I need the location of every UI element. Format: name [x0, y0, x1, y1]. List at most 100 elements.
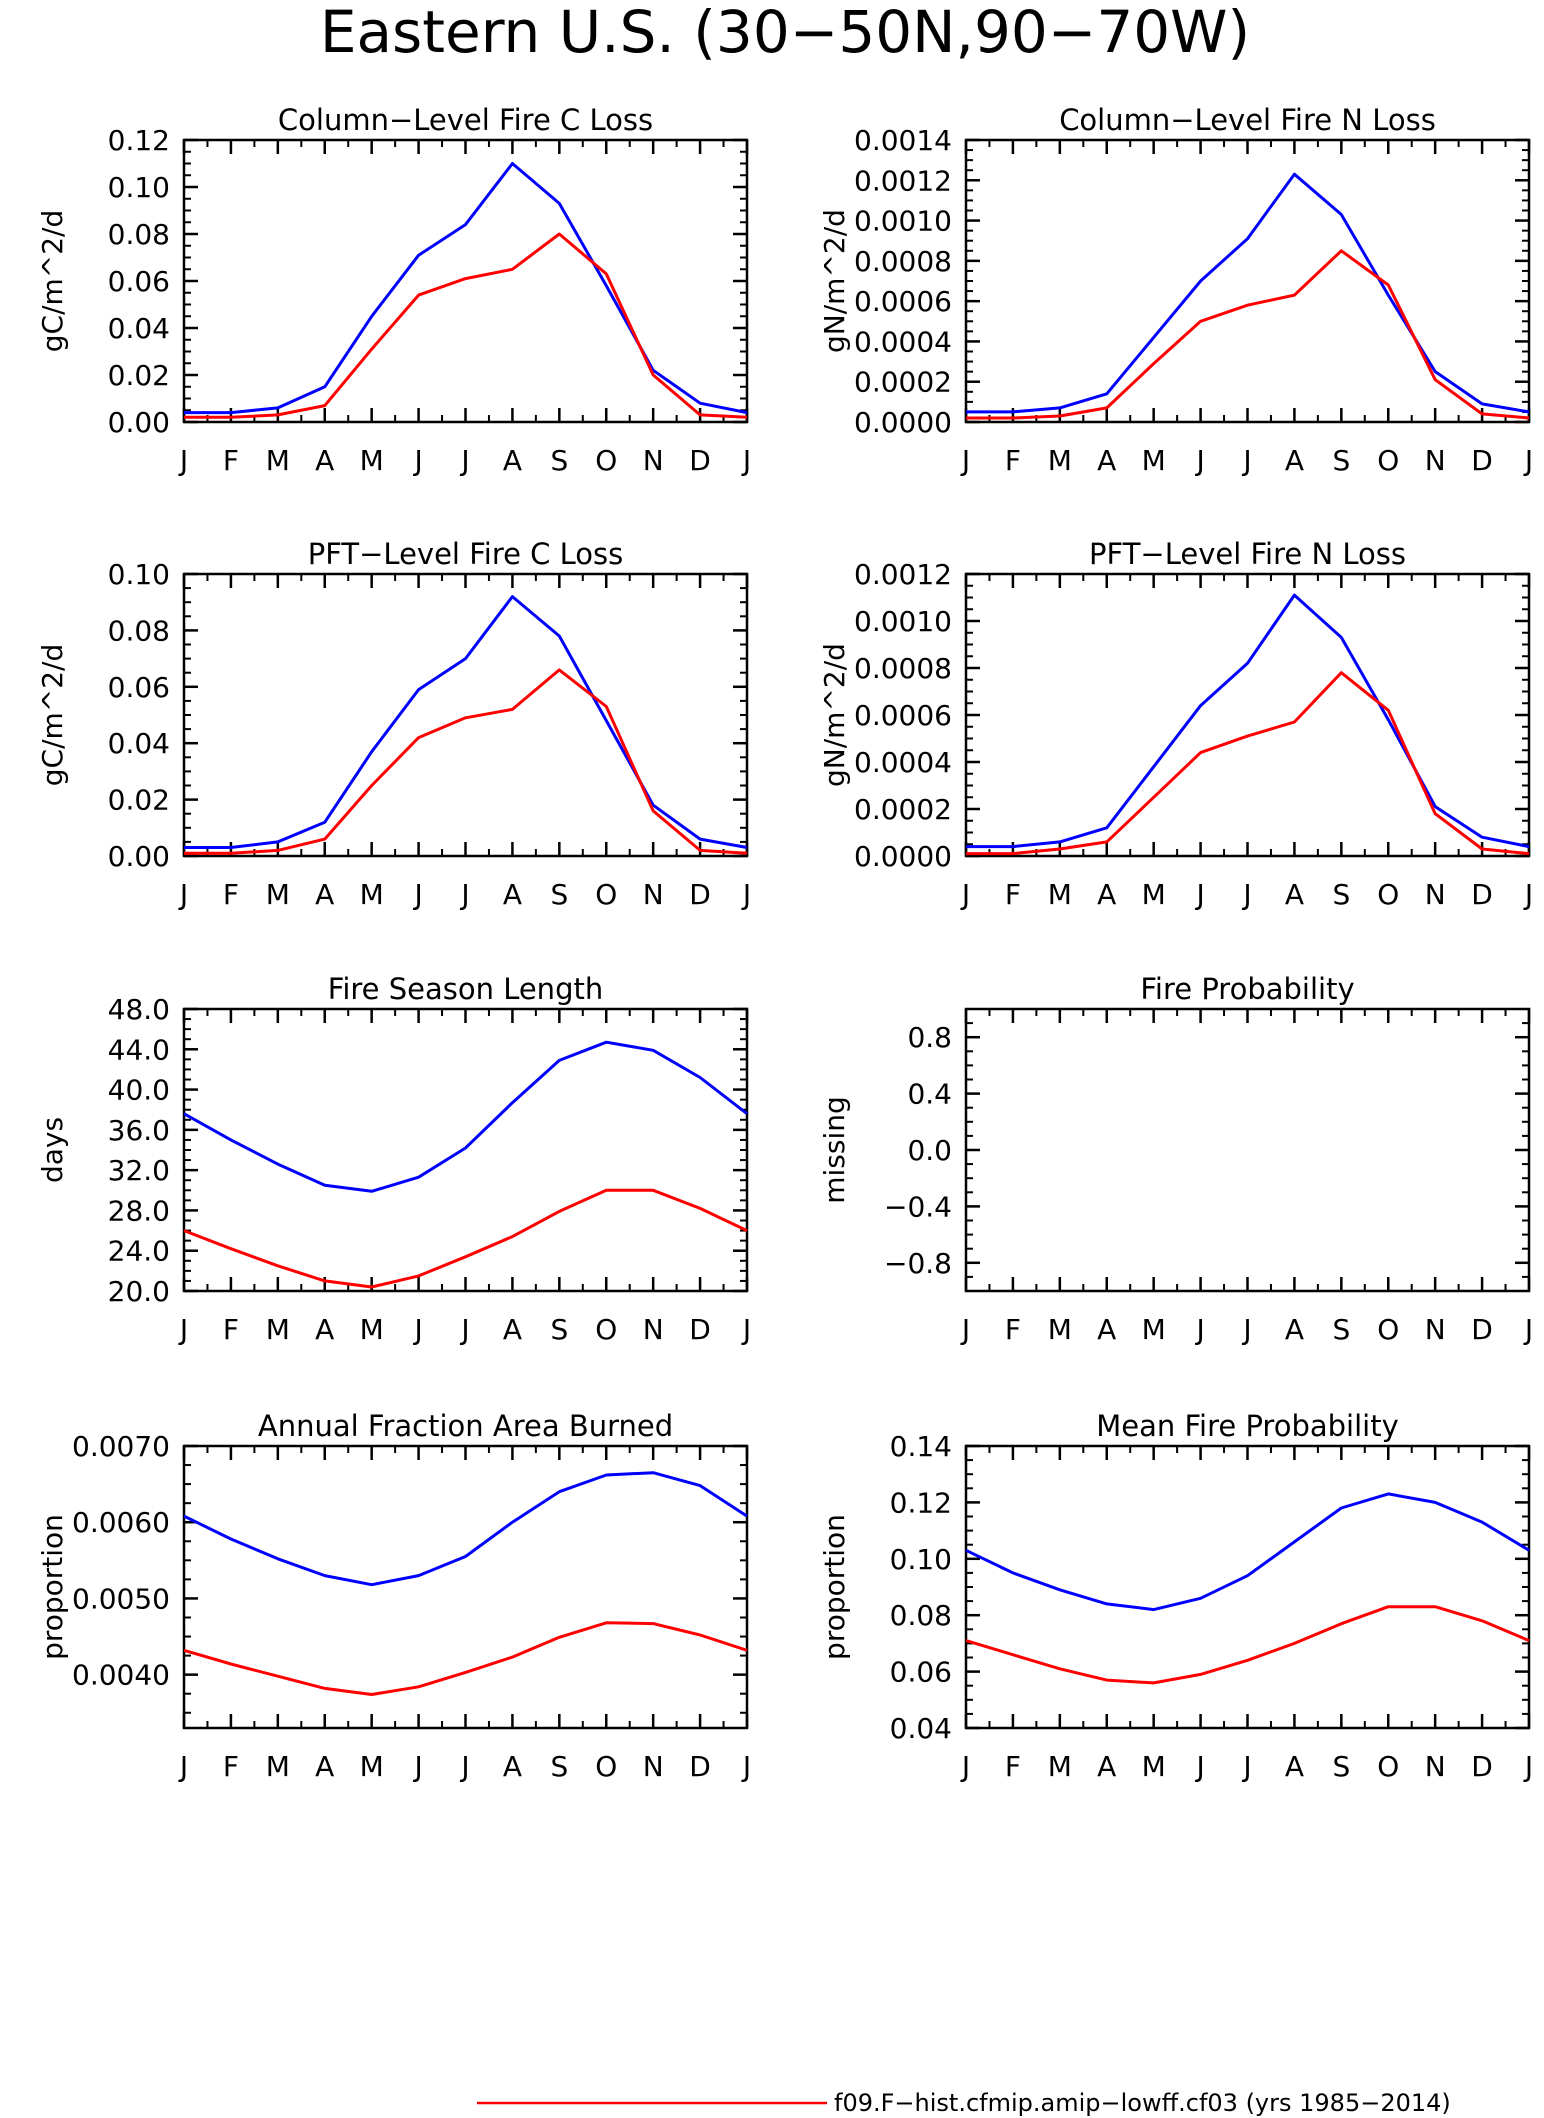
- y-tick-label: 0.04: [890, 1712, 952, 1745]
- x-tick-label: J: [1194, 878, 1204, 911]
- y-tick-label: 0.06: [108, 265, 170, 298]
- x-tick-label: A: [315, 1313, 334, 1346]
- y-tick-label: 0.14: [890, 1430, 952, 1463]
- y-tick-label: 0.0060: [72, 1506, 170, 1539]
- x-tick-label: J: [1523, 878, 1533, 911]
- x-tick-label: D: [689, 878, 711, 911]
- x-tick-label: J: [412, 1750, 422, 1783]
- x-tick-label: F: [223, 1750, 239, 1783]
- series-line: [183, 1471, 748, 1587]
- panel-title: Fire Probability: [1140, 972, 1354, 1006]
- x-tick-label: A: [1285, 878, 1304, 911]
- y-tick-label: 0.0004: [854, 746, 952, 779]
- panel-title: Mean Fire Probability: [1096, 1409, 1399, 1443]
- x-tick-label: N: [643, 1313, 664, 1346]
- x-tick-label: M: [1048, 1750, 1072, 1783]
- y-tick-label: 40.0: [108, 1074, 170, 1107]
- y-tick-label: 0.00: [108, 406, 170, 439]
- chart-panel: J F M A M J J A S O N D J0.00000.00020.00040.00060.0…: [818, 537, 1533, 911]
- y-tick-label: 28.0: [108, 1194, 170, 1227]
- y-tick-label: 0.0004: [854, 325, 952, 358]
- x-tick-label: O: [1377, 1313, 1399, 1346]
- x-tick-label: O: [1377, 878, 1399, 911]
- chart-panel: J F M A M J J A S O N D J0.00400.00500.00600.0070Ann…: [36, 1409, 751, 1783]
- x-tick-label: J: [1241, 1313, 1251, 1346]
- x-tick-label: O: [595, 1750, 617, 1783]
- chart-panel: J F M A M J J A S O N D J0.040.060.080.100.120.14Mea…: [818, 1409, 1533, 1783]
- x-tick-label: D: [689, 444, 711, 477]
- y-axis-label: proportion: [818, 1514, 851, 1660]
- x-tick-label: N: [1425, 444, 1446, 477]
- x-tick-label: N: [643, 1750, 664, 1783]
- y-tick-label: −0.8: [884, 1247, 952, 1280]
- y-tick-label: 0.0010: [854, 605, 952, 638]
- x-tick-label: M: [1142, 444, 1166, 477]
- x-tick-label: J: [1523, 1750, 1533, 1783]
- x-tick-label: J: [960, 878, 970, 911]
- x-tick-label: M: [266, 1750, 290, 1783]
- x-tick-label: O: [1377, 444, 1399, 477]
- x-tick-label: J: [1241, 444, 1251, 477]
- x-tick-label: J: [178, 444, 188, 477]
- x-tick-label: J: [741, 1313, 751, 1346]
- panel-title: PFT−Level Fire N Loss: [1089, 537, 1406, 571]
- y-tick-label: 0.0006: [854, 285, 952, 318]
- x-tick-label: S: [1332, 878, 1350, 911]
- plot-frame: [182, 1444, 749, 1730]
- x-tick-label: S: [550, 1750, 568, 1783]
- x-tick-label: S: [1332, 1313, 1350, 1346]
- x-tick-label: D: [1471, 1313, 1493, 1346]
- y-tick-label: 0.04: [108, 312, 170, 345]
- y-tick-label: 0.8: [907, 1021, 952, 1054]
- y-tick-label: 0.08: [108, 614, 170, 647]
- x-tick-label: J: [459, 878, 469, 911]
- x-tick-label: M: [1048, 1313, 1072, 1346]
- series-line: [966, 671, 1530, 856]
- y-tick-label: 24.0: [108, 1235, 170, 1268]
- y-tick-label: 20.0: [108, 1275, 170, 1308]
- y-tick-label: 0.0040: [72, 1659, 170, 1692]
- y-tick-label: 0.06: [890, 1656, 952, 1689]
- x-tick-label: F: [1005, 878, 1021, 911]
- y-tick-label: 48.0: [108, 993, 170, 1026]
- x-tick-label: N: [643, 878, 664, 911]
- x-tick-label: M: [1048, 878, 1072, 911]
- x-tick-label: J: [412, 444, 422, 477]
- x-tick-label: A: [1097, 1750, 1116, 1783]
- series-line: [965, 1605, 1530, 1685]
- y-axis-label: gC/m^2/d: [36, 644, 69, 787]
- y-tick-label: 0.04: [108, 727, 170, 760]
- y-tick-label: 0.0002: [854, 793, 952, 826]
- x-tick-label: D: [1471, 444, 1493, 477]
- series-line: [184, 668, 748, 855]
- x-tick-label: S: [550, 444, 568, 477]
- x-tick-label: D: [689, 1313, 711, 1346]
- x-tick-label: S: [550, 1313, 568, 1346]
- x-tick-label: N: [1425, 1313, 1446, 1346]
- x-tick-label: A: [1285, 1750, 1304, 1783]
- plot-frame: [964, 1007, 1531, 1293]
- x-tick-label: J: [1241, 878, 1251, 911]
- x-tick-label: M: [1048, 444, 1072, 477]
- x-tick-label: F: [223, 1313, 239, 1346]
- y-tick-label: 0.0012: [854, 164, 952, 197]
- panel-title: Fire Season Length: [328, 972, 603, 1006]
- y-tick-label: 36.0: [108, 1114, 170, 1147]
- x-tick-label: M: [266, 1313, 290, 1346]
- x-tick-label: F: [1005, 444, 1021, 477]
- y-tick-label: 44.0: [108, 1033, 170, 1066]
- x-tick-label: A: [503, 1313, 522, 1346]
- y-tick-label: 0.0: [907, 1134, 952, 1167]
- y-tick-label: 0.06: [108, 671, 170, 704]
- x-tick-label: M: [360, 1750, 384, 1783]
- panel-title: Annual Fraction Area Burned: [258, 1409, 673, 1443]
- x-tick-label: O: [595, 878, 617, 911]
- x-tick-label: A: [1285, 444, 1304, 477]
- x-tick-label: S: [1332, 444, 1350, 477]
- y-tick-label: 0.10: [108, 558, 170, 591]
- y-tick-label: 0.0008: [854, 652, 952, 685]
- x-tick-label: A: [503, 444, 522, 477]
- y-tick-label: −0.4: [884, 1190, 952, 1223]
- y-tick-label: 0.08: [890, 1599, 952, 1632]
- x-tick-label: A: [315, 1750, 334, 1783]
